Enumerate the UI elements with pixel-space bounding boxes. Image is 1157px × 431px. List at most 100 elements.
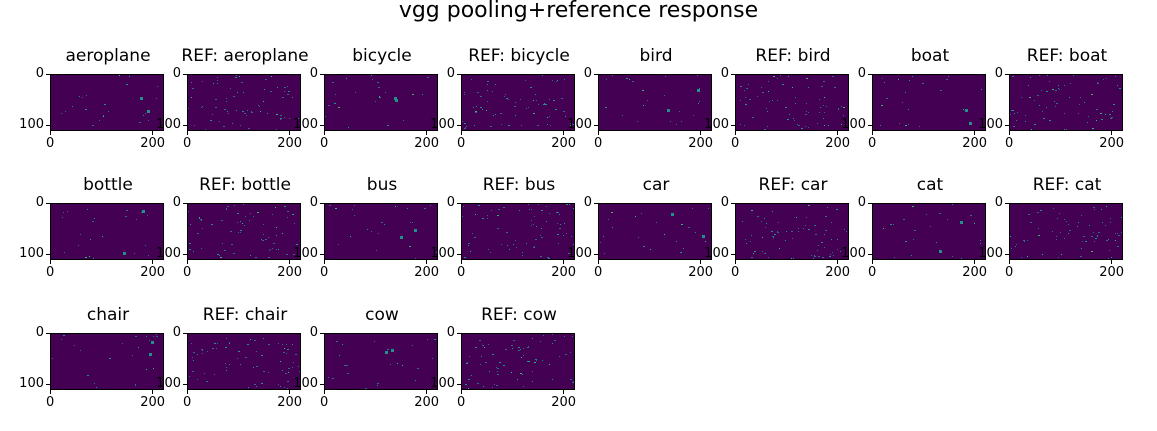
heatmap-speckles xyxy=(325,75,429,128)
heatmap-cell xyxy=(744,125,745,126)
heatmap-cell xyxy=(831,222,832,223)
subplot-title: bird xyxy=(639,46,673,66)
heatmap-cell xyxy=(64,252,65,253)
heatmap-speckles xyxy=(52,334,158,388)
heatmap-cell xyxy=(881,105,883,106)
heatmap-speckles xyxy=(883,204,981,259)
heatmap-cell xyxy=(470,251,471,252)
heatmap-cell xyxy=(242,111,244,112)
heatmap-cell xyxy=(1040,210,1042,211)
heatmap-cell xyxy=(1055,106,1056,107)
heatmap-cell xyxy=(1058,85,1059,86)
x-tick-label: 200 xyxy=(1099,136,1125,151)
heatmap-cell xyxy=(826,106,827,107)
heatmap-cell xyxy=(212,348,214,349)
heatmap-cell xyxy=(795,97,796,98)
heatmap-cell xyxy=(1027,240,1028,241)
subplot-title: REF: cow xyxy=(481,305,557,325)
heatmap-cell xyxy=(538,204,539,205)
heatmap-cell xyxy=(256,386,257,387)
heatmap-cell xyxy=(606,79,607,80)
heatmap-cell xyxy=(375,101,376,102)
heatmap-cell xyxy=(563,235,564,236)
heatmap-cell xyxy=(833,255,834,256)
heatmap-cell xyxy=(283,352,285,353)
y-tick-label: 0 xyxy=(35,325,44,340)
y-tick-mark xyxy=(320,202,324,204)
heatmap-cell xyxy=(193,352,195,353)
heatmap-cell xyxy=(1117,85,1118,86)
heatmap-cell xyxy=(762,251,763,252)
heatmap-cell xyxy=(526,243,527,244)
heatmap-cell xyxy=(1061,254,1062,255)
y-tick-mark xyxy=(1005,202,1009,204)
y-tick-label: 100 xyxy=(156,246,181,262)
heatmap-cell xyxy=(270,249,271,250)
heatmap-cell xyxy=(961,258,962,259)
heatmap-cell xyxy=(834,87,836,88)
heatmap-cell xyxy=(276,227,277,228)
y-tick-mark xyxy=(457,332,461,334)
heatmap-cell xyxy=(838,109,839,110)
heatmap-cell xyxy=(1106,78,1107,79)
heatmap-cell xyxy=(479,340,481,341)
heatmap-cell xyxy=(570,379,572,380)
heatmap-cell xyxy=(922,83,924,84)
heatmap-cell xyxy=(466,363,467,364)
heatmap-cell xyxy=(263,101,264,102)
heatmap-cell xyxy=(824,112,825,113)
heatmap-cell xyxy=(263,338,264,339)
heatmap-cell xyxy=(823,105,824,106)
heatmap-cell xyxy=(536,226,537,227)
heatmap-cell xyxy=(434,339,436,340)
heatmap-cell xyxy=(767,126,768,127)
heatmap-cell xyxy=(119,75,120,76)
heatmap-cell xyxy=(1010,236,1011,237)
heatmap-cell xyxy=(275,207,276,208)
heatmap-cell xyxy=(1113,104,1115,105)
heatmap-cell xyxy=(1082,241,1083,242)
heatmap-cell xyxy=(385,351,388,354)
heatmap-cell xyxy=(797,124,798,125)
heatmap-cell xyxy=(65,111,66,112)
heatmap-cell xyxy=(948,76,949,77)
y-tick-mark xyxy=(594,73,598,75)
heatmap-cell xyxy=(1049,81,1050,82)
x-tick-label: 200 xyxy=(551,265,577,280)
heatmap-cell xyxy=(250,255,251,256)
x-tick-mark xyxy=(151,131,153,135)
x-tick-mark xyxy=(460,390,462,394)
heatmap-cell xyxy=(1058,257,1059,258)
heatmap-cell xyxy=(216,348,217,349)
heatmap-cell xyxy=(667,109,670,112)
x-tick-label: 0 xyxy=(868,136,877,151)
heatmap-cell xyxy=(1110,118,1112,119)
heatmap-cell xyxy=(1064,129,1065,130)
x-tick-mark xyxy=(734,131,736,135)
x-tick-mark xyxy=(1110,260,1112,264)
heatmap-cell xyxy=(467,363,468,364)
heatmap-cell xyxy=(82,97,83,98)
heatmap-cell xyxy=(744,90,745,91)
heatmap-cell xyxy=(245,216,246,217)
heatmap-cell xyxy=(294,377,295,378)
heatmap-image xyxy=(735,203,849,260)
heatmap-cell xyxy=(241,82,243,83)
heatmap-cell xyxy=(372,79,373,80)
heatmap-cell xyxy=(156,334,157,335)
heatmap-cell xyxy=(643,246,645,247)
heatmap-cell xyxy=(511,372,512,373)
heatmap-cell xyxy=(1084,102,1085,103)
heatmap-cell xyxy=(377,385,378,386)
heatmap-cell xyxy=(430,205,431,206)
heatmap-cell xyxy=(664,95,665,96)
heatmap-cell xyxy=(751,235,752,236)
heatmap-cell xyxy=(153,368,154,369)
x-tick-mark xyxy=(151,260,153,264)
x-tick-label: 200 xyxy=(277,265,303,280)
heatmap-cell xyxy=(482,345,484,346)
y-tick-mark xyxy=(731,124,735,126)
heatmap-cell xyxy=(102,236,103,237)
heatmap-cell xyxy=(251,112,253,113)
x-tick-mark xyxy=(186,260,188,264)
